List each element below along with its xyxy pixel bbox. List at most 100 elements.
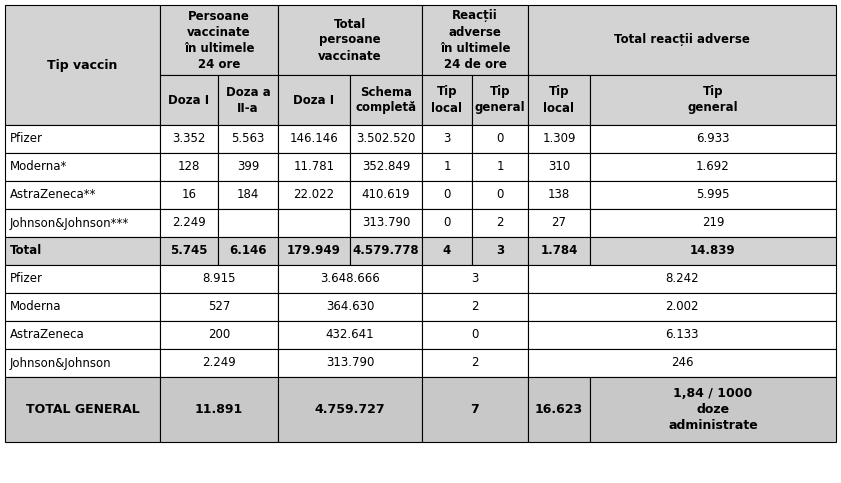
Text: 1.309: 1.309 — [542, 132, 576, 145]
Text: 14.839: 14.839 — [690, 244, 736, 257]
Text: Tip
general: Tip general — [688, 85, 738, 114]
Text: 2.249: 2.249 — [172, 216, 206, 229]
Bar — [350, 237, 422, 265]
Text: Pfizer: Pfizer — [10, 132, 43, 145]
Text: Total: Total — [10, 244, 42, 257]
Text: 184: 184 — [237, 188, 259, 201]
Bar — [218, 209, 278, 237]
Bar — [278, 153, 350, 181]
Bar — [528, 321, 836, 349]
Text: 1: 1 — [443, 160, 451, 173]
Bar — [528, 237, 590, 265]
Bar — [160, 265, 278, 293]
Bar — [422, 75, 472, 125]
Bar — [5, 209, 160, 237]
Bar — [160, 153, 218, 181]
Text: 364.630: 364.630 — [325, 300, 374, 313]
Bar — [472, 153, 528, 181]
Text: 3.502.520: 3.502.520 — [357, 132, 415, 145]
Bar — [422, 265, 528, 293]
Bar — [5, 321, 160, 349]
Bar — [218, 153, 278, 181]
Text: 0: 0 — [443, 188, 451, 201]
Bar — [422, 293, 528, 321]
Text: 0: 0 — [443, 216, 451, 229]
Bar — [422, 237, 472, 265]
Bar — [218, 181, 278, 209]
Bar — [160, 181, 218, 209]
Bar — [590, 125, 836, 153]
Bar — [422, 321, 528, 349]
Bar — [160, 293, 278, 321]
Bar — [278, 293, 422, 321]
Bar — [590, 75, 836, 125]
Bar — [278, 321, 422, 349]
Text: 4: 4 — [443, 244, 451, 257]
Text: 0: 0 — [496, 188, 504, 201]
Bar — [5, 237, 160, 265]
Text: 22.022: 22.022 — [294, 188, 335, 201]
Text: Johnson&Johnson***: Johnson&Johnson*** — [10, 216, 130, 229]
Bar — [160, 321, 278, 349]
Text: Moderna*: Moderna* — [10, 160, 67, 173]
Bar — [5, 181, 160, 209]
Text: 8.915: 8.915 — [202, 272, 235, 285]
Text: TOTAL GENERAL: TOTAL GENERAL — [25, 403, 140, 416]
Bar — [160, 75, 218, 125]
Bar — [350, 153, 422, 181]
Text: 0: 0 — [471, 328, 479, 341]
Bar — [278, 75, 350, 125]
Bar — [528, 5, 836, 75]
Bar — [278, 125, 350, 153]
Bar — [350, 181, 422, 209]
Text: Moderna: Moderna — [10, 300, 61, 313]
Text: 1.692: 1.692 — [696, 160, 730, 173]
Text: Reacții
adverse
în ultimele
24 de ore: Reacții adverse în ultimele 24 de ore — [440, 10, 510, 71]
Text: Pfizer: Pfizer — [10, 272, 43, 285]
Bar — [422, 125, 472, 153]
Text: 2.249: 2.249 — [202, 356, 235, 369]
Bar — [528, 349, 836, 377]
Bar — [422, 209, 472, 237]
Text: 2: 2 — [496, 216, 504, 229]
Text: 6.146: 6.146 — [230, 244, 267, 257]
Text: 27: 27 — [552, 216, 567, 229]
Text: Schema
completă: Schema completă — [356, 85, 416, 114]
Bar — [278, 265, 422, 293]
Text: 16: 16 — [182, 188, 197, 201]
Text: Tip
local: Tip local — [543, 85, 574, 114]
Text: 219: 219 — [701, 216, 724, 229]
Text: Doza a
II-a: Doza a II-a — [225, 85, 270, 114]
Text: Tip vaccin: Tip vaccin — [47, 58, 118, 71]
Text: 1: 1 — [496, 160, 504, 173]
Bar — [472, 125, 528, 153]
Bar — [218, 125, 278, 153]
Bar — [160, 5, 278, 75]
Text: 313.790: 313.790 — [325, 356, 374, 369]
Bar — [350, 75, 422, 125]
Bar — [160, 209, 218, 237]
Bar — [278, 349, 422, 377]
Text: 2.002: 2.002 — [665, 300, 699, 313]
Bar — [528, 75, 590, 125]
Bar — [590, 377, 836, 442]
Bar — [472, 75, 528, 125]
Text: 1,84 / 1000
doze
administrate: 1,84 / 1000 doze administrate — [668, 387, 758, 432]
Bar — [472, 237, 528, 265]
Bar — [5, 377, 160, 442]
Text: 16.623: 16.623 — [535, 403, 583, 416]
Text: 2: 2 — [471, 300, 479, 313]
Bar — [218, 75, 278, 125]
Text: AstraZeneca: AstraZeneca — [10, 328, 85, 341]
Text: 128: 128 — [177, 160, 200, 173]
Text: 1.784: 1.784 — [540, 244, 578, 257]
Bar — [590, 209, 836, 237]
Bar — [422, 349, 528, 377]
Text: 8.242: 8.242 — [665, 272, 699, 285]
Text: 0: 0 — [496, 132, 504, 145]
Text: 3: 3 — [471, 272, 479, 285]
Text: 4.759.727: 4.759.727 — [315, 403, 385, 416]
Bar — [278, 5, 422, 75]
Text: Total
persoane
vaccinate: Total persoane vaccinate — [318, 17, 382, 62]
Bar — [160, 125, 218, 153]
